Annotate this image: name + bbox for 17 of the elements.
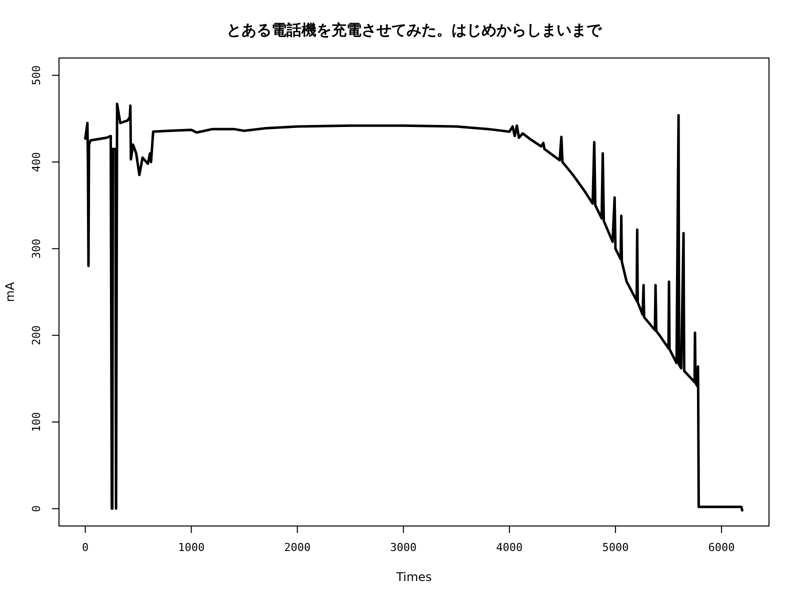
chart-title: とある電話機を充電させてみた。はじめからしまいまで	[226, 21, 602, 39]
x-tick-label: 6000	[708, 541, 735, 554]
y-tick-label: 500	[30, 65, 43, 86]
y-tick-label: 300	[30, 238, 43, 259]
y-tick-label: 400	[30, 152, 43, 172]
x-tick-label: 4000	[496, 541, 523, 554]
y-tick-label: 100	[30, 412, 43, 432]
x-tick-label: 0	[82, 541, 89, 554]
x-tick-label: 5000	[602, 541, 629, 554]
x-tick-label: 1000	[178, 541, 205, 554]
y-axis-title: mA	[3, 281, 17, 302]
line-series	[84, 102, 744, 512]
y-tick-label: 0	[30, 505, 43, 512]
x-tick-label: 2000	[284, 541, 311, 554]
x-tick-label: 3000	[390, 541, 417, 554]
y-tick-label: 200	[30, 325, 43, 346]
x-axis-title: Times	[395, 570, 432, 584]
